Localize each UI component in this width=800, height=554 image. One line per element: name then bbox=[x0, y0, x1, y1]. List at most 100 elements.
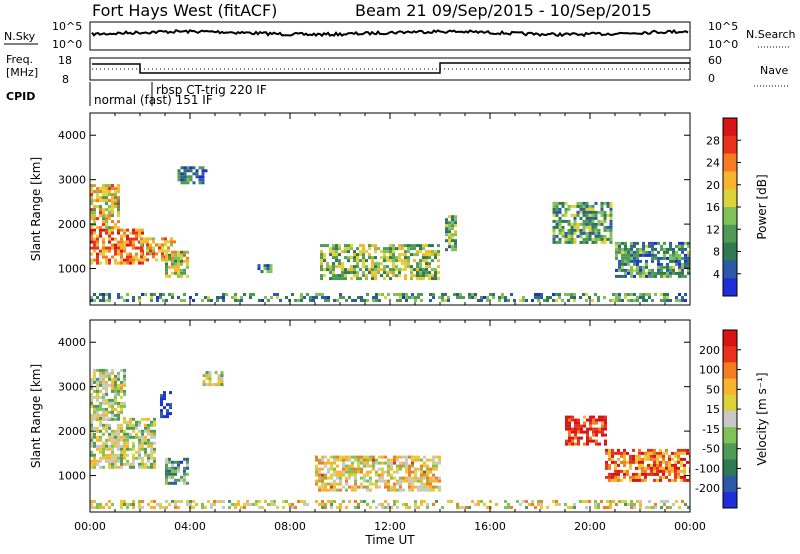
colorbar-tick-label: 100 bbox=[699, 364, 720, 377]
x-tick-label: 20:00 bbox=[574, 520, 606, 533]
colorbar-tick-label: 8 bbox=[713, 246, 720, 259]
colorbar-tick-label: 200 bbox=[699, 344, 720, 357]
cpid-mode-rbsp: rbsp CT-trig 220 IF bbox=[156, 83, 267, 97]
x-tick-label: 00:00 bbox=[74, 520, 106, 533]
x-tick-label: 00:00 bbox=[674, 520, 706, 533]
nsearch-label: N.Search bbox=[746, 28, 796, 41]
y-tick-label: 2000 bbox=[58, 218, 86, 231]
colorbar-swatch bbox=[723, 459, 737, 477]
data-region-2 bbox=[165, 457, 189, 485]
nave-tick-high: 60 bbox=[708, 54, 722, 67]
nsearch-tick-high: 10^5 bbox=[708, 20, 738, 33]
colorbar-swatch bbox=[723, 224, 737, 244]
data-region-5 bbox=[315, 455, 441, 492]
colorbar-tick-label: 28 bbox=[706, 134, 720, 147]
data-region-0 bbox=[90, 417, 156, 469]
colorbar-swatch bbox=[723, 427, 737, 444]
freq-tick-low: 8 bbox=[62, 73, 69, 86]
colorbar-tick-label: -100 bbox=[695, 462, 720, 475]
data-region-9 bbox=[615, 241, 690, 278]
freq-panel bbox=[89, 57, 691, 81]
y-tick-label: 3000 bbox=[58, 381, 86, 394]
y-axis-label: Slant Range [km] bbox=[29, 157, 43, 261]
colorbar-swatch bbox=[723, 362, 737, 380]
heatmap-cells bbox=[90, 368, 690, 509]
colorbar: 4 8 12 16 20 24 28 Power [dB] bbox=[706, 117, 769, 297]
colorbar-swatch bbox=[723, 135, 737, 155]
colorbar-tick-label: 50 bbox=[706, 383, 720, 396]
x-tick-label: 04:00 bbox=[174, 520, 206, 533]
y-tick-label: 4000 bbox=[58, 129, 86, 142]
colorbar-swatch bbox=[723, 118, 737, 137]
nsky-tick-high: 10^5 bbox=[52, 20, 82, 33]
nsky-panel bbox=[89, 21, 691, 51]
nsearch-tick-low: 10^0 bbox=[708, 38, 738, 51]
cpid-label: CPID bbox=[6, 90, 35, 103]
colorbar-swatch bbox=[723, 242, 737, 261]
colorbar-swatch bbox=[723, 153, 737, 172]
cpid-mode-normal: normal (fast) 151 IF bbox=[94, 93, 213, 107]
x-tick-label: 16:00 bbox=[474, 520, 506, 533]
colorbar-label: Power [dB] bbox=[755, 174, 769, 239]
nsky-tick-low: 10^0 bbox=[52, 38, 82, 51]
y-tick-label: 1000 bbox=[58, 470, 86, 483]
data-region-7 bbox=[605, 448, 690, 482]
data-region-7 bbox=[445, 215, 457, 252]
colorbar-tick-label: 15 bbox=[706, 403, 720, 416]
colorbar-tick-label: -50 bbox=[702, 443, 720, 456]
y-axis-label: Slant Range [km] bbox=[29, 364, 43, 468]
colorbar-tick-label: -15 bbox=[702, 423, 720, 436]
colorbar-swatch bbox=[723, 278, 737, 297]
colorbar-swatch bbox=[723, 260, 737, 279]
colorbar-tick-label: 20 bbox=[706, 179, 720, 192]
data-region-0 bbox=[90, 228, 144, 265]
data-region-8 bbox=[552, 201, 613, 244]
data-region-1 bbox=[90, 184, 120, 230]
nsky-trace bbox=[91, 28, 689, 38]
nave-label: Nave bbox=[760, 64, 788, 77]
colorbar-swatch bbox=[723, 330, 737, 347]
colorbar-tick-label: -200 bbox=[695, 482, 720, 495]
velocity-heatmap-panel: 1000 2000 3000 4000 00:00 04:00 08:00 12:00 16:0… bbox=[29, 319, 769, 547]
data-region-10 bbox=[90, 293, 687, 302]
y-tick-label: 4000 bbox=[58, 336, 86, 349]
colorbar-swatch bbox=[723, 491, 737, 509]
data-region-1 bbox=[90, 368, 126, 420]
y-tick-label: 3000 bbox=[58, 174, 86, 187]
title-beam-dates: Beam 21 09/Sep/2015 - 10/Sep/2015 bbox=[355, 1, 652, 20]
freq-unit: [MHz] bbox=[6, 66, 38, 79]
freq-tick-high: 18 bbox=[58, 54, 72, 67]
data-region-6 bbox=[565, 415, 607, 446]
data-region-6 bbox=[320, 244, 440, 281]
colorbar-tick-label: 4 bbox=[713, 268, 720, 281]
y-tick-label: 2000 bbox=[58, 425, 86, 438]
colorbar-swatch bbox=[723, 346, 737, 363]
colorbar-tick-label: 12 bbox=[706, 223, 720, 236]
colorbar-tick-label: 16 bbox=[706, 201, 720, 214]
colorbar: 200 100 50 15 -15 -50 -100 -200 Velocity [m s⁻¹] bbox=[695, 329, 769, 509]
power-heatmap-panel: 1000 2000 3000 4000 Slant Range [km] 4 8 12 16 20… bbox=[29, 112, 769, 306]
data-region-4 bbox=[177, 166, 208, 185]
x-tick-label: 12:00 bbox=[374, 520, 406, 533]
colorbar-swatch bbox=[723, 443, 737, 460]
colorbar-tick-label: 24 bbox=[706, 157, 720, 170]
x-tick-label: 08:00 bbox=[274, 520, 306, 533]
colorbar-swatch bbox=[723, 171, 737, 190]
y-tick-label: 1000 bbox=[58, 263, 86, 276]
colorbar-swatch bbox=[723, 189, 737, 208]
data-region-4 bbox=[202, 371, 224, 387]
colorbar-label: Velocity [m s⁻¹] bbox=[755, 372, 769, 465]
data-region-3 bbox=[160, 391, 172, 419]
freq-label: Freq. bbox=[6, 53, 33, 66]
colorbar-swatch bbox=[723, 394, 737, 412]
nsky-label: N.Sky bbox=[4, 30, 36, 43]
heatmap-cells bbox=[90, 166, 690, 302]
data-region-3 bbox=[165, 250, 189, 278]
colorbar-swatch bbox=[723, 410, 737, 428]
nave-tick-low: 0 bbox=[708, 72, 715, 85]
freq-trace bbox=[92, 62, 690, 74]
x-axis-label: Time UT bbox=[364, 533, 415, 547]
title-station: Fort Hays West (fitACF) bbox=[92, 1, 277, 20]
colorbar-swatch bbox=[723, 378, 737, 396]
